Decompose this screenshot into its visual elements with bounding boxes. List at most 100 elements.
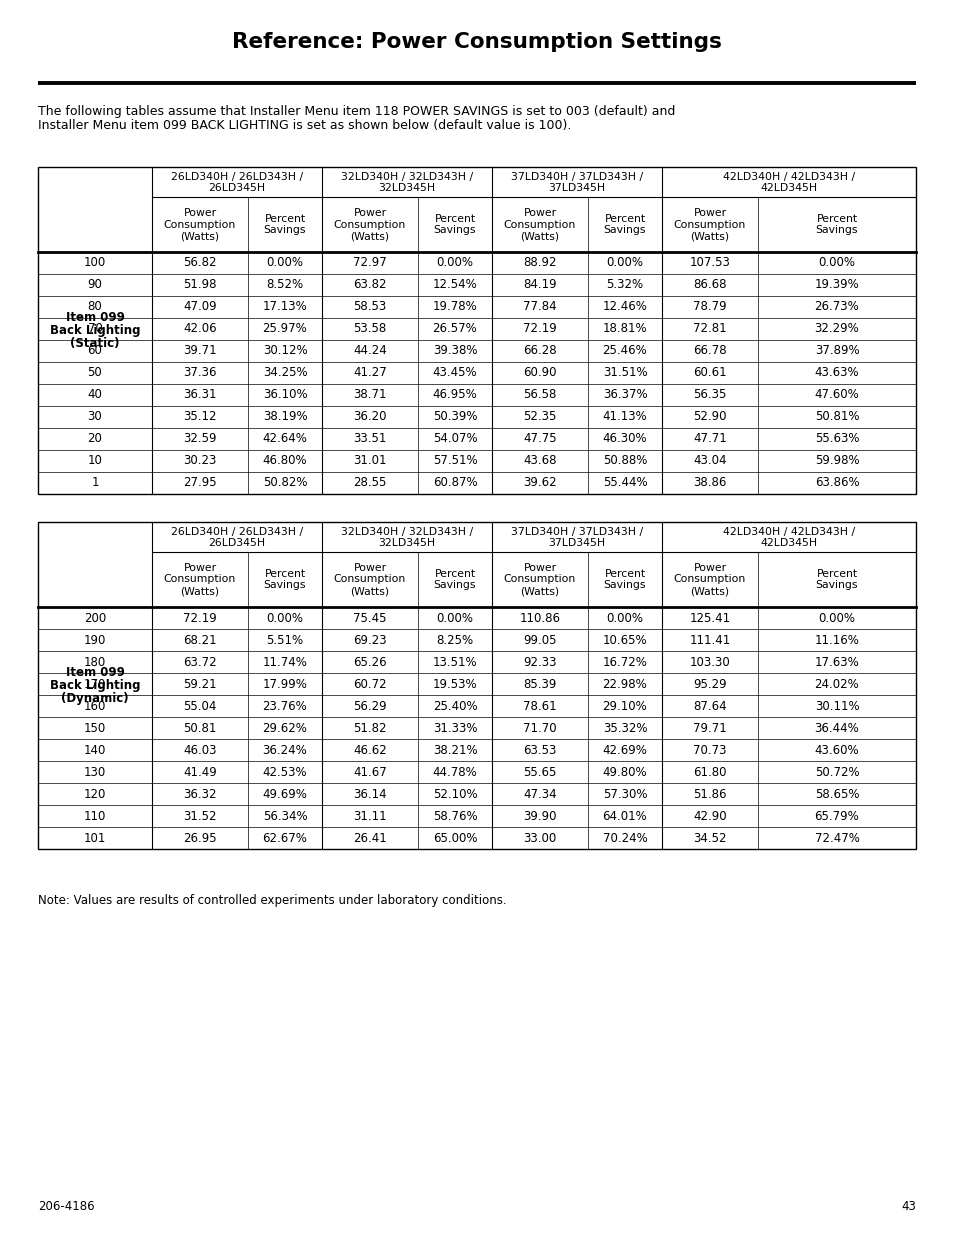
Text: 37LD345H: 37LD345H bbox=[548, 538, 605, 548]
Text: 41.67: 41.67 bbox=[353, 766, 387, 778]
Text: Percent
Savings: Percent Savings bbox=[263, 214, 306, 236]
Text: 50: 50 bbox=[88, 367, 102, 379]
Text: 38.86: 38.86 bbox=[693, 477, 726, 489]
Text: 125.41: 125.41 bbox=[689, 611, 730, 625]
Text: 11.16%: 11.16% bbox=[814, 634, 859, 646]
Text: 59.98%: 59.98% bbox=[814, 454, 859, 468]
Text: 17.99%: 17.99% bbox=[262, 678, 307, 690]
Text: 26.57%: 26.57% bbox=[432, 322, 476, 336]
Text: 42.90: 42.90 bbox=[693, 809, 726, 823]
Text: 50.88%: 50.88% bbox=[602, 454, 646, 468]
Text: 34.25%: 34.25% bbox=[262, 367, 307, 379]
Text: 13.51%: 13.51% bbox=[433, 656, 476, 668]
Text: 53.58: 53.58 bbox=[353, 322, 386, 336]
Text: 25.46%: 25.46% bbox=[602, 345, 647, 357]
Text: 42LD345H: 42LD345H bbox=[760, 183, 817, 193]
Text: 39.38%: 39.38% bbox=[433, 345, 476, 357]
Text: 63.86%: 63.86% bbox=[814, 477, 859, 489]
Text: 39.90: 39.90 bbox=[522, 809, 557, 823]
Text: 46.62: 46.62 bbox=[353, 743, 387, 757]
Text: 103.30: 103.30 bbox=[689, 656, 730, 668]
Text: 66.28: 66.28 bbox=[522, 345, 557, 357]
Text: 78.79: 78.79 bbox=[693, 300, 726, 314]
Text: Power
Consumption
(Watts): Power Consumption (Watts) bbox=[503, 563, 576, 597]
Text: 170: 170 bbox=[84, 678, 106, 690]
Text: 36.10%: 36.10% bbox=[262, 389, 307, 401]
Text: 72.19: 72.19 bbox=[183, 611, 216, 625]
Text: 32.29%: 32.29% bbox=[814, 322, 859, 336]
Text: 41.27: 41.27 bbox=[353, 367, 387, 379]
Text: Reference: Power Consumption Settings: Reference: Power Consumption Settings bbox=[232, 32, 721, 52]
Text: 92.33: 92.33 bbox=[522, 656, 557, 668]
Text: 72.81: 72.81 bbox=[693, 322, 726, 336]
Text: 51.82: 51.82 bbox=[353, 721, 386, 735]
Text: 29.62%: 29.62% bbox=[262, 721, 307, 735]
Text: 23.76%: 23.76% bbox=[262, 699, 307, 713]
Text: 19.53%: 19.53% bbox=[433, 678, 476, 690]
Text: 29.10%: 29.10% bbox=[602, 699, 647, 713]
Text: 95.29: 95.29 bbox=[693, 678, 726, 690]
Text: Power
Consumption
(Watts): Power Consumption (Watts) bbox=[503, 207, 576, 241]
Text: 12.46%: 12.46% bbox=[602, 300, 647, 314]
Text: 49.80%: 49.80% bbox=[602, 766, 647, 778]
Text: 17.63%: 17.63% bbox=[814, 656, 859, 668]
Text: 25.40%: 25.40% bbox=[433, 699, 476, 713]
Text: 24.02%: 24.02% bbox=[814, 678, 859, 690]
Text: 111.41: 111.41 bbox=[689, 634, 730, 646]
Text: (Static): (Static) bbox=[71, 337, 120, 350]
Text: 63.82: 63.82 bbox=[353, 279, 386, 291]
Text: 72.97: 72.97 bbox=[353, 257, 387, 269]
Text: 46.03: 46.03 bbox=[183, 743, 216, 757]
Text: 36.14: 36.14 bbox=[353, 788, 386, 800]
Text: 60: 60 bbox=[88, 345, 102, 357]
Text: 31.33%: 31.33% bbox=[433, 721, 476, 735]
Text: 8.52%: 8.52% bbox=[266, 279, 303, 291]
Text: 56.35: 56.35 bbox=[693, 389, 726, 401]
Text: 36.20: 36.20 bbox=[353, 410, 386, 424]
Text: 22.98%: 22.98% bbox=[602, 678, 647, 690]
Text: 44.24: 44.24 bbox=[353, 345, 387, 357]
Text: 26LD340H / 26LD343H /: 26LD340H / 26LD343H / bbox=[171, 527, 303, 537]
Text: 37.89%: 37.89% bbox=[814, 345, 859, 357]
Text: 26.95: 26.95 bbox=[183, 831, 216, 845]
Text: 36.32: 36.32 bbox=[183, 788, 216, 800]
Text: 26LD345H: 26LD345H bbox=[208, 183, 265, 193]
Text: 1: 1 bbox=[91, 477, 99, 489]
Text: 60.61: 60.61 bbox=[693, 367, 726, 379]
Text: 70: 70 bbox=[88, 322, 102, 336]
Text: 16.72%: 16.72% bbox=[602, 656, 647, 668]
Text: 33.00: 33.00 bbox=[523, 831, 556, 845]
Text: 79.71: 79.71 bbox=[693, 721, 726, 735]
Text: 19.39%: 19.39% bbox=[814, 279, 859, 291]
Text: 49.69%: 49.69% bbox=[262, 788, 307, 800]
Text: 62.67%: 62.67% bbox=[262, 831, 307, 845]
Text: 100: 100 bbox=[84, 257, 106, 269]
Text: 50.39%: 50.39% bbox=[433, 410, 476, 424]
Text: 43.63%: 43.63% bbox=[814, 367, 859, 379]
Text: 32LD340H / 32LD343H /: 32LD340H / 32LD343H / bbox=[340, 527, 473, 537]
Text: 44.78%: 44.78% bbox=[432, 766, 476, 778]
Text: 47.71: 47.71 bbox=[693, 432, 726, 446]
Text: 101: 101 bbox=[84, 831, 106, 845]
Text: 43.04: 43.04 bbox=[693, 454, 726, 468]
Text: 5.32%: 5.32% bbox=[606, 279, 643, 291]
Text: 0.00%: 0.00% bbox=[818, 257, 855, 269]
Text: 27.95: 27.95 bbox=[183, 477, 216, 489]
Text: Item 099: Item 099 bbox=[66, 666, 124, 679]
Text: 85.39: 85.39 bbox=[523, 678, 557, 690]
Text: 52.10%: 52.10% bbox=[433, 788, 476, 800]
Text: 57.51%: 57.51% bbox=[433, 454, 476, 468]
Text: 58.53: 58.53 bbox=[353, 300, 386, 314]
Text: 90: 90 bbox=[88, 279, 102, 291]
Text: Percent
Savings: Percent Savings bbox=[434, 214, 476, 236]
Text: 56.34%: 56.34% bbox=[262, 809, 307, 823]
Text: 65.26: 65.26 bbox=[353, 656, 386, 668]
Text: 31.52: 31.52 bbox=[183, 809, 216, 823]
Text: Power
Consumption
(Watts): Power Consumption (Watts) bbox=[334, 207, 406, 241]
Text: Installer Menu item 099 BACK LIGHTING is set as shown below (default value is 10: Installer Menu item 099 BACK LIGHTING is… bbox=[38, 119, 571, 132]
Text: 110.86: 110.86 bbox=[519, 611, 560, 625]
Text: 20: 20 bbox=[88, 432, 102, 446]
Text: Back Lighting: Back Lighting bbox=[50, 679, 140, 692]
Text: 46.95%: 46.95% bbox=[432, 389, 476, 401]
Text: 41.13%: 41.13% bbox=[602, 410, 647, 424]
